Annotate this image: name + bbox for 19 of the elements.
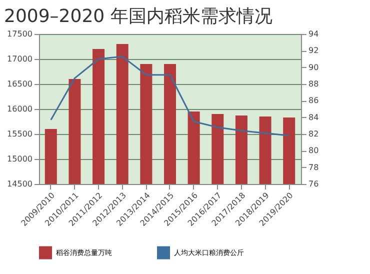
y2-tick-label: 78 <box>308 162 319 172</box>
y-tick-label: 15000 <box>7 154 32 164</box>
y-tick-label: 16500 <box>7 80 32 88</box>
line-series <box>50 56 290 136</box>
y2-tick-label: 80 <box>308 146 319 156</box>
y2-tick-label: 84 <box>308 112 319 122</box>
y-tick-label: 17000 <box>7 54 32 64</box>
y-tick-label: 14500 <box>7 180 32 188</box>
y2-tick-label: 82 <box>308 130 319 138</box>
y2-tick-label: 94 <box>308 30 319 38</box>
y2-tick-label: 90 <box>308 62 319 72</box>
y2-tick-label: 92 <box>308 46 319 56</box>
y-tick-label: 16000 <box>7 104 32 114</box>
y2-tick-label: 86 <box>308 96 319 106</box>
y-tick-label: 15500 <box>7 130 32 138</box>
chart-title: 2009–2020 年国内稻米需求情况 <box>3 5 274 28</box>
y2-tick-label: 88 <box>308 80 319 88</box>
y-tick-label: 17500 <box>7 30 32 38</box>
y2-tick-label: 76 <box>308 180 319 188</box>
